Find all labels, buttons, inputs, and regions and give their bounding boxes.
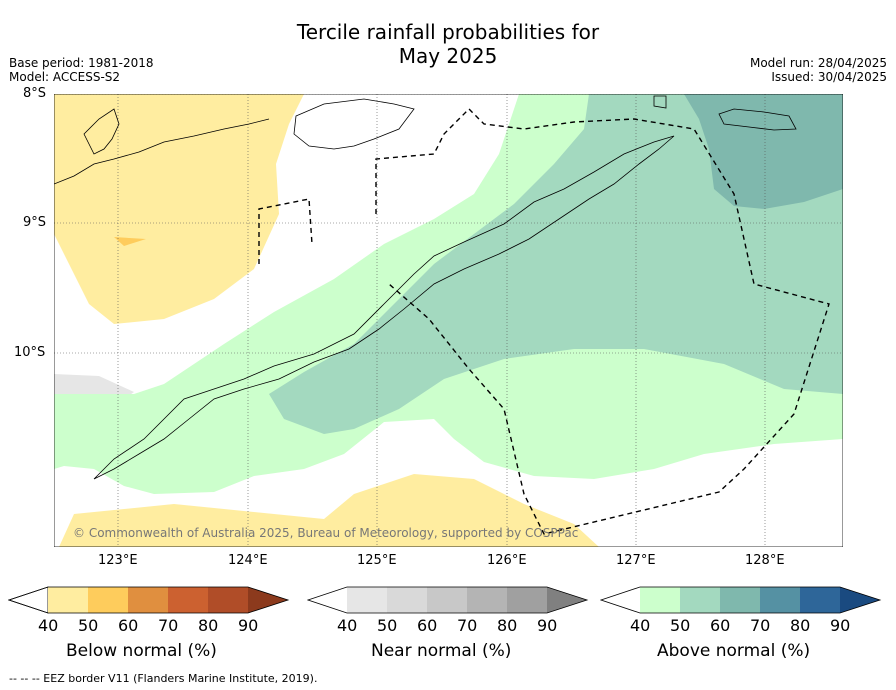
lon-label-127e: 127°E bbox=[616, 553, 656, 568]
colorbar-below-segment-6 bbox=[248, 587, 288, 613]
colorbar-below-segment-5 bbox=[208, 587, 248, 613]
eez-border bbox=[258, 108, 830, 535]
colorbar-near-segment-5 bbox=[507, 587, 547, 613]
below-normal-50-patch bbox=[114, 237, 146, 246]
near-tick-70: 70 bbox=[457, 616, 478, 635]
colorbar-below-segment-2 bbox=[88, 587, 128, 613]
model-run: Model run: 28/04/2025 bbox=[749, 56, 887, 70]
below-tick-90: 90 bbox=[238, 616, 259, 635]
lat-label-8s: 8°S bbox=[23, 86, 47, 101]
run-info: Model run: 28/04/2025 Issued: 30/04/2025 bbox=[750, 56, 887, 84]
near-tick-60: 60 bbox=[417, 616, 438, 635]
colorbar-title-near: Near normal (%) bbox=[371, 641, 512, 661]
lon-label-123e: 123°E bbox=[98, 553, 138, 568]
graticule bbox=[54, 94, 843, 547]
near-tick-40: 40 bbox=[337, 616, 358, 635]
copyright-notice: © Commonwealth of Australia 2025, Bureau… bbox=[73, 526, 579, 540]
colorbar-near-segment-4 bbox=[467, 587, 507, 613]
above-tick-50: 50 bbox=[670, 616, 691, 635]
below-tick-60: 60 bbox=[118, 616, 139, 635]
colorbar-above-outline bbox=[600, 586, 882, 614]
colorbar-near-segment-0 bbox=[308, 587, 347, 613]
above-tick-40: 40 bbox=[630, 616, 651, 635]
issued-date: Issued: 30/04/2025 bbox=[771, 70, 887, 84]
colorbar-below-segment-4 bbox=[168, 587, 208, 613]
colorbar-near-segment-1 bbox=[347, 587, 387, 613]
colorbar-near-segment-3 bbox=[427, 587, 467, 613]
above-tick-90: 90 bbox=[830, 616, 851, 635]
colorbar-above-segment-5 bbox=[800, 587, 840, 613]
colorbar-below-segment-3 bbox=[128, 587, 168, 613]
below-tick-40: 40 bbox=[38, 616, 59, 635]
colorbar-above-segment-4 bbox=[760, 587, 800, 613]
lon-label-126e: 126°E bbox=[487, 553, 527, 568]
lon-label-125e: 125°E bbox=[357, 553, 397, 568]
colorbar-near-segment-6 bbox=[547, 587, 587, 613]
colorbar-near-outline bbox=[307, 586, 589, 614]
colorbar-below-segment-1 bbox=[48, 587, 88, 613]
colorbar-below-segment-0 bbox=[8, 586, 49, 614]
colorbar-title-above: Above normal (%) bbox=[657, 641, 811, 661]
colorbar-above-segment-1 bbox=[640, 587, 680, 613]
base-period: Base period: 1981-2018 bbox=[9, 56, 154, 70]
title-line-2: May 2025 bbox=[398, 44, 498, 68]
below-tick-80: 80 bbox=[198, 616, 219, 635]
colorbar-title-below: Below normal (%) bbox=[66, 641, 217, 661]
below-normal-region-south bbox=[59, 474, 599, 547]
title-line-1: Tercile rainfall probabilities for bbox=[296, 20, 600, 44]
lon-label-128e: 128°E bbox=[745, 553, 785, 568]
eez-legend: -- -- -- EEZ border V11 (Flanders Marine… bbox=[9, 672, 318, 685]
near-tick-80: 80 bbox=[497, 616, 518, 635]
colorbar-above-segment-2 bbox=[680, 587, 720, 613]
lat-label-9s: 9°S bbox=[23, 215, 47, 230]
colorbar-near-normal bbox=[307, 586, 589, 614]
below-tick-70: 70 bbox=[158, 616, 179, 635]
colorbar-below-normal bbox=[8, 586, 290, 614]
near-tick-90: 90 bbox=[537, 616, 558, 635]
model-name: Model: ACCESS-S2 bbox=[9, 70, 121, 84]
lat-label-10s: 10°S bbox=[14, 345, 46, 360]
model-info: Base period: 1981-2018 Model: ACCESS-S2 bbox=[9, 56, 154, 84]
colorbar-above-segment-3 bbox=[720, 587, 760, 613]
colorbar-near-segment-2 bbox=[387, 587, 427, 613]
below-tick-50: 50 bbox=[78, 616, 99, 635]
coastlines bbox=[54, 95, 797, 480]
above-normal-region-50 bbox=[269, 94, 843, 434]
map-title: Tercile rainfall probabilities for May 2… bbox=[0, 20, 896, 68]
colorbar-above-normal bbox=[600, 586, 882, 614]
above-tick-60: 60 bbox=[710, 616, 731, 635]
colorbar-above-segment-0 bbox=[601, 587, 640, 613]
above-tick-80: 80 bbox=[790, 616, 811, 635]
above-tick-70: 70 bbox=[750, 616, 771, 635]
near-tick-50: 50 bbox=[377, 616, 398, 635]
colorbar-below-outline bbox=[8, 586, 290, 614]
lon-label-124e: 124°E bbox=[228, 553, 268, 568]
probability-map bbox=[54, 94, 843, 547]
colorbar-above-segment-6 bbox=[840, 587, 880, 613]
below-normal-region-north bbox=[54, 94, 304, 324]
